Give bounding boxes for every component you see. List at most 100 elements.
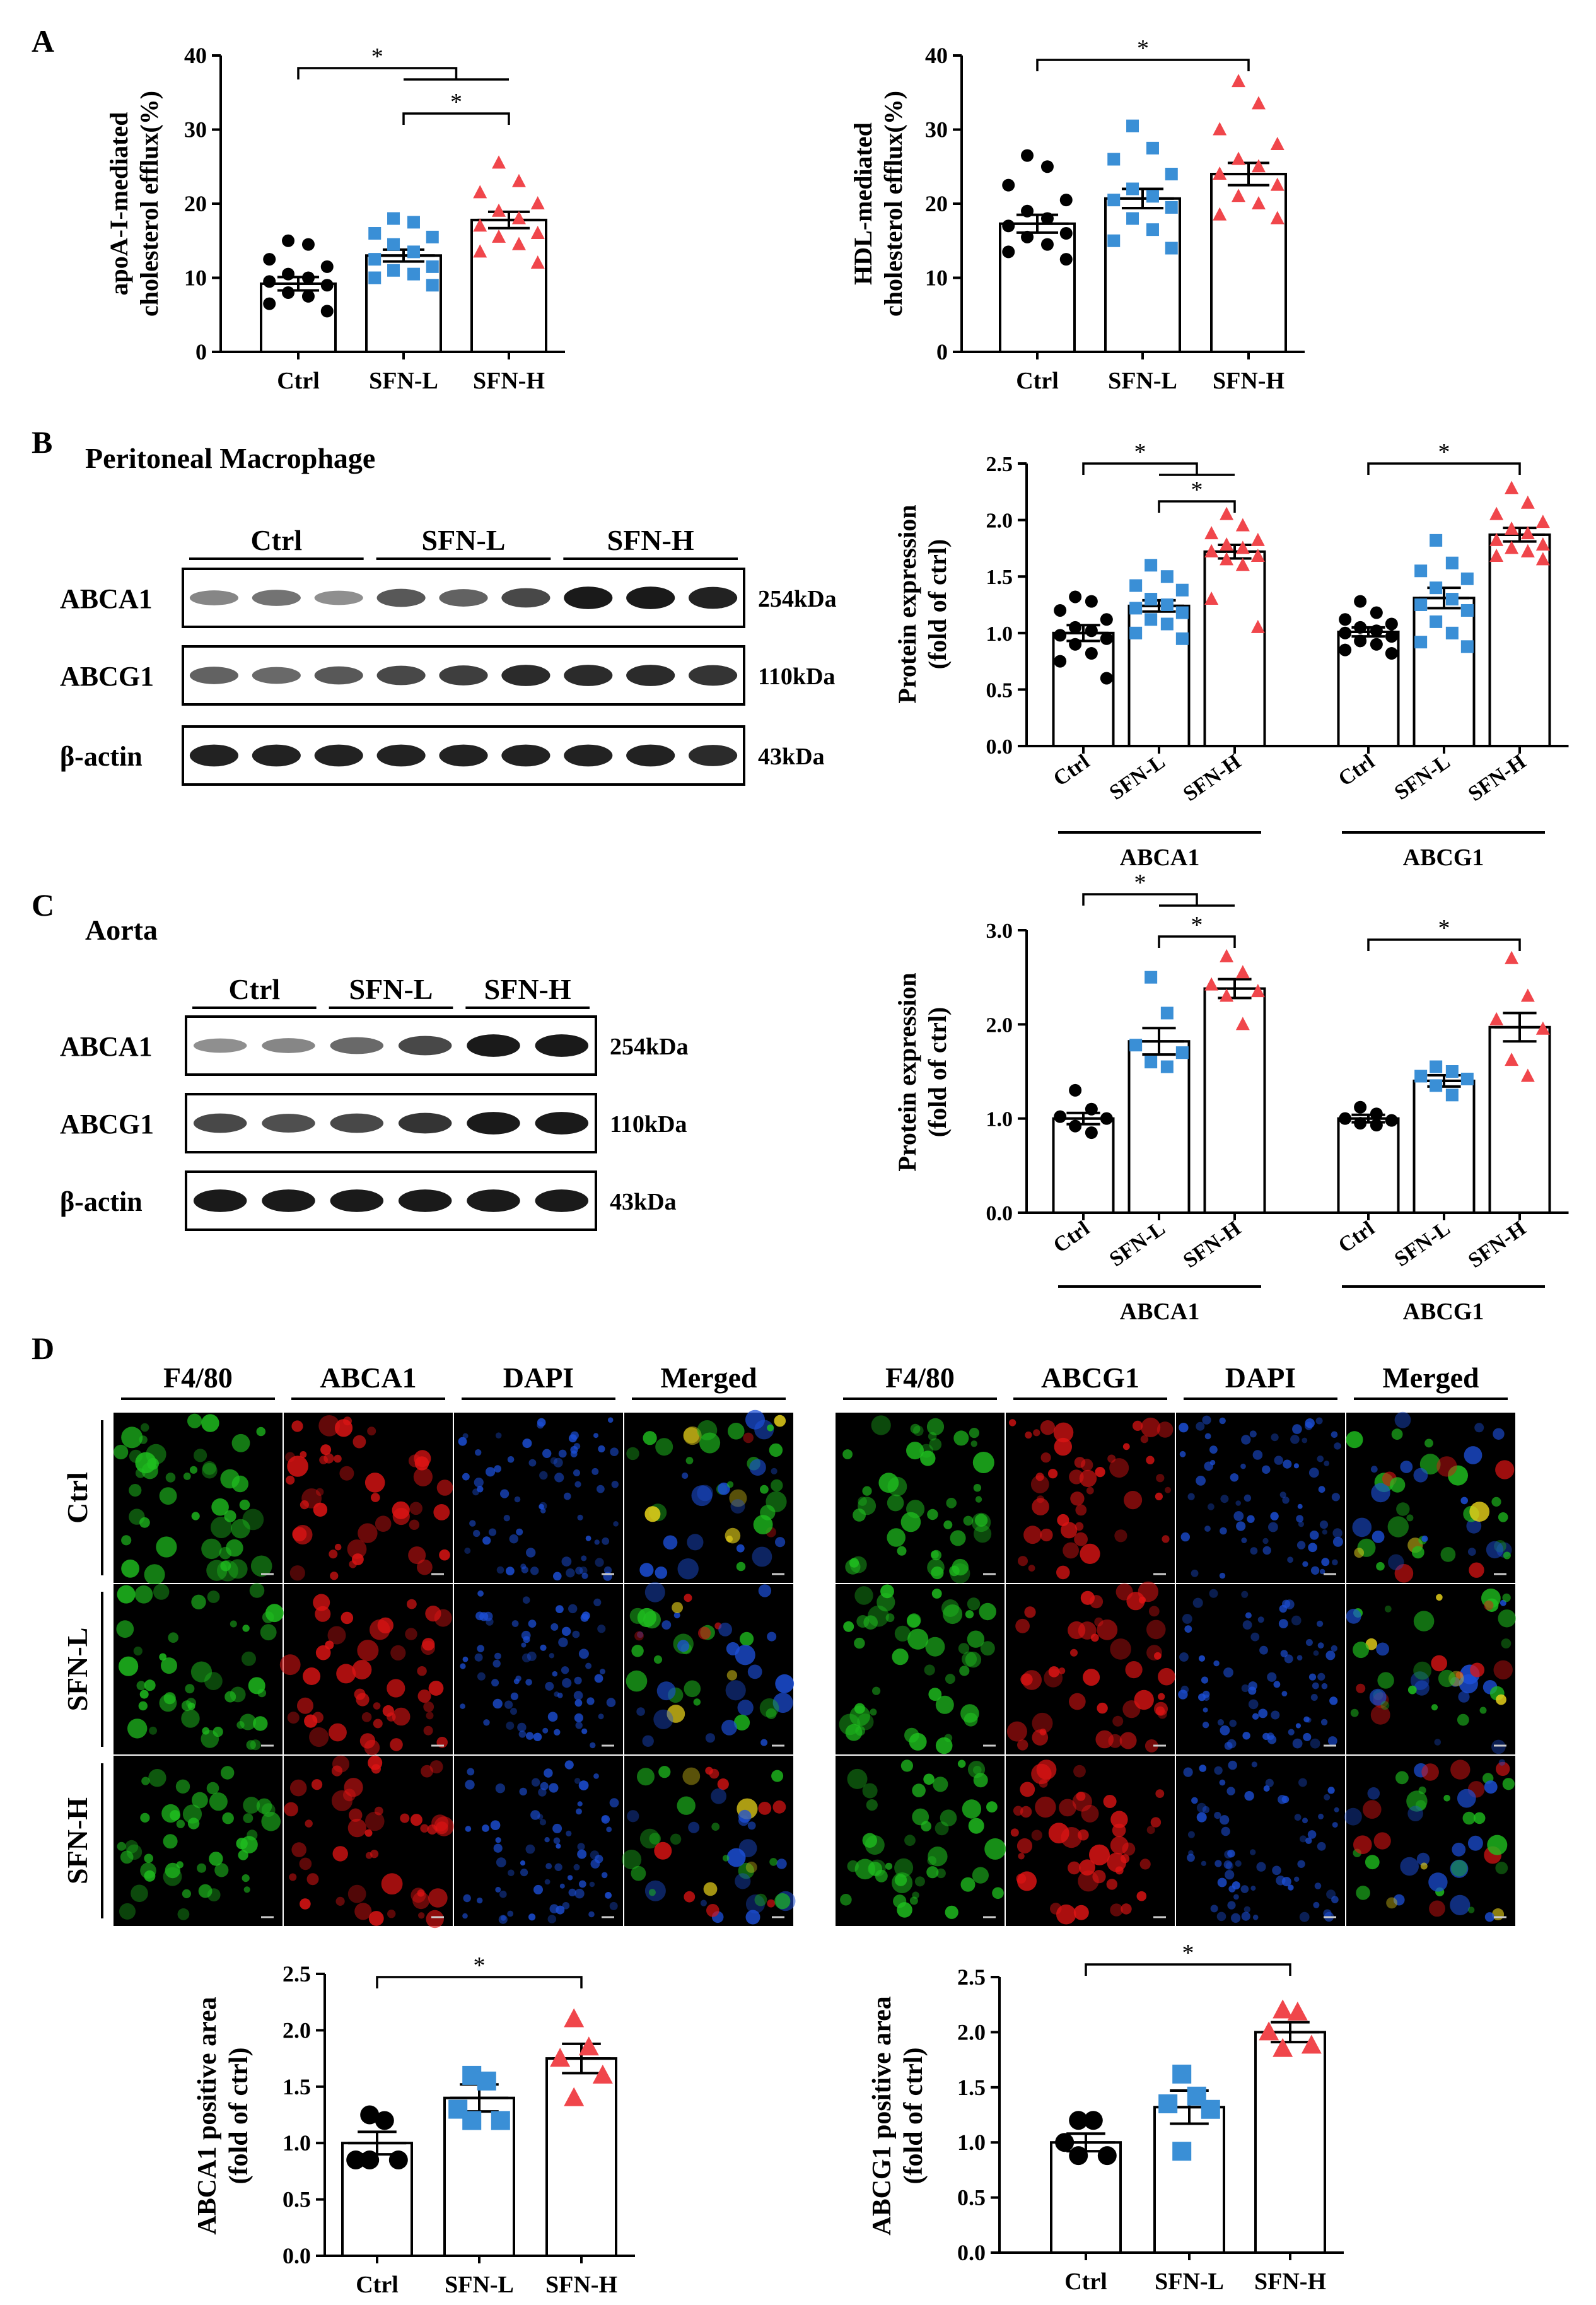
significance-star: * (1182, 1940, 1194, 1966)
micro-signal-spot (465, 1780, 475, 1790)
micro-signal-spot (343, 1789, 356, 1802)
micro-signal-spot (1436, 1456, 1457, 1477)
micro-signal-spot (703, 1882, 718, 1896)
micro-signal-spot (334, 1454, 342, 1463)
micro-signal-spot (1391, 1428, 1403, 1440)
micro-signal-spot (359, 1733, 376, 1749)
micro-signal-spot (631, 1865, 646, 1881)
group-label: ABCG1 (1403, 844, 1484, 871)
micro-signal-spot (528, 1619, 537, 1628)
micro-signal-spot (1020, 1806, 1032, 1818)
micro-signal-spot (1221, 1826, 1230, 1836)
micro-signal-spot (1244, 1494, 1252, 1502)
y-tick-label: 0.0 (986, 735, 1013, 759)
micro-signal-spot (413, 1467, 433, 1486)
data-point-circle (1354, 621, 1367, 634)
blot-band (330, 1037, 384, 1054)
data-point-triangle (1251, 159, 1266, 173)
micro-signal-spot (226, 1539, 243, 1557)
micro-signal-spot (609, 1798, 619, 1808)
micro-signal-spot (1232, 1881, 1240, 1890)
micro-signal-spot (1371, 1483, 1390, 1503)
micro-signal-spot (390, 1645, 406, 1660)
data-point-triangle (1270, 177, 1284, 191)
micro-signal-spot (871, 1415, 891, 1435)
blot-band (189, 667, 239, 684)
y-axis-label-line: ABCG1 positive area (868, 1996, 897, 2236)
micro-column-header: F4/80 (885, 1362, 955, 1394)
micro-signal-spot (477, 1486, 484, 1493)
data-point-circle (1354, 1117, 1367, 1130)
micro-signal-spot (1095, 1467, 1105, 1478)
data-point-square (1165, 168, 1178, 180)
micro-signal-spot (230, 1686, 246, 1703)
micro-signal-spot (775, 1674, 795, 1693)
micro-signal-spot (339, 1466, 354, 1481)
blot-group-label: Ctrl (228, 973, 280, 1005)
micro-signal-spot (854, 1637, 865, 1649)
data-point-square (1126, 119, 1139, 132)
micro-signal-spot (1440, 1547, 1456, 1562)
micro-signal-spot (1122, 1443, 1130, 1450)
blot-strip (185, 1093, 597, 1153)
micro-signal-spot (699, 1432, 721, 1454)
y-tick-label: 0.0 (986, 1202, 1013, 1225)
micro-signal-spot (556, 1843, 561, 1849)
micro-signal-spot (139, 1435, 148, 1444)
micro-signal-spot (1317, 1672, 1325, 1681)
micro-signal-spot (1226, 1739, 1237, 1749)
western-blot-b: Ctrl SFN-L SFN-H ABCA1 254kDa ABCG1 110kDa β-ac… (60, 524, 837, 786)
micro-signal-spot (740, 1631, 754, 1646)
micro-signal-spot (772, 1693, 793, 1713)
data-point-circle (1370, 1119, 1383, 1132)
micro-signal-spot (684, 1680, 701, 1698)
data-point-circle (1021, 230, 1034, 243)
x-tick-label: Ctrl (356, 2272, 399, 2298)
data-point-triangle (511, 236, 526, 250)
y-tick-label: 20 (184, 191, 207, 216)
data-point-square (1165, 242, 1178, 255)
micro-signal-spot (315, 1645, 331, 1660)
y-tick-label: 1.0 (283, 2130, 311, 2156)
data-point-square (1175, 1046, 1189, 1059)
bar (1052, 1117, 1115, 1214)
micro-signal-spot (1315, 1417, 1323, 1425)
micro-signal-spot (331, 1765, 343, 1777)
micro-signal-spot (1018, 1853, 1025, 1860)
micro-signal-spot (670, 1833, 682, 1845)
micro-signal-spot (1484, 1912, 1494, 1922)
micro-signal-spot (284, 1802, 298, 1817)
blot-band (193, 1113, 247, 1133)
blot-band (439, 744, 488, 767)
bar (1337, 631, 1400, 747)
micro-signal-spot (519, 1787, 527, 1796)
y-tick-label: 10 (925, 266, 948, 291)
micro-signal-spot (1040, 1528, 1053, 1542)
micro-signal-spot (1202, 1806, 1209, 1814)
micro-signal-spot (153, 1584, 170, 1600)
micro-signal-spot (1267, 1672, 1277, 1682)
micro-signal-spot (1059, 1799, 1076, 1817)
micro-signal-spot (373, 1719, 383, 1729)
micro-signal-spot (1226, 1787, 1235, 1795)
data-point-square (1414, 636, 1428, 649)
x-tick-label: SFN-H (1464, 1217, 1530, 1273)
micro-signal-spot (1317, 1642, 1324, 1649)
micro-signal-spot (772, 1800, 786, 1814)
micro-signal-spot (525, 1732, 534, 1740)
micro-image-tile (1176, 1584, 1345, 1754)
micro-signal-spot (286, 1475, 295, 1485)
data-point-square (1430, 615, 1443, 628)
micro-signal-spot (711, 1823, 720, 1831)
micro-signal-spot (1139, 1859, 1151, 1870)
micro-signal-spot (613, 1521, 619, 1527)
data-point-square (1201, 2099, 1220, 2119)
data-point-square (491, 2111, 510, 2130)
micro-signal-spot (1503, 1551, 1511, 1560)
micro-signal-spot (729, 1489, 747, 1507)
micro-signal-spot (1458, 1691, 1470, 1703)
micro-signal-spot (574, 1713, 584, 1723)
micro-signal-spot (1204, 1433, 1211, 1440)
micro-signal-spot (576, 1808, 582, 1815)
micro-signal-spot (141, 1777, 150, 1785)
